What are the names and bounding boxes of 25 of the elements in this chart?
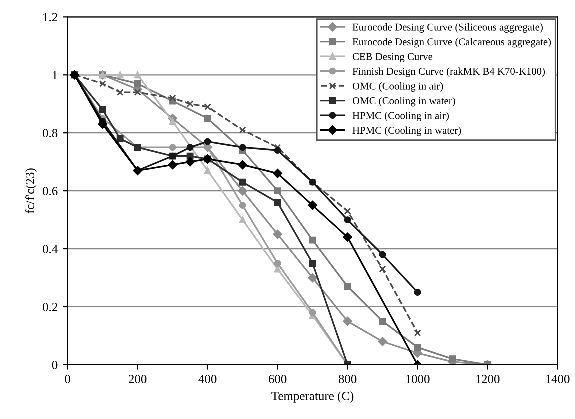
y-tick-label: 0.2	[42, 303, 58, 312]
x-tick-label: 200	[129, 375, 147, 384]
y-tick-label: 1.2	[44, 13, 58, 22]
legend-label: HPMC (Cooling in air)	[352, 112, 449, 122]
x-axis-title: Temperature (C)	[272, 392, 354, 403]
y-tick-label: 0.6	[42, 187, 58, 196]
y-tick-label: 0.4	[42, 245, 58, 254]
legend-label: CEB Desing Curve	[352, 53, 433, 62]
y-axis-title: fc/f'c(23)	[25, 168, 37, 214]
x-tick-label: 1200	[476, 375, 500, 384]
x-tick-label: 800	[338, 375, 357, 384]
x-tick-label: 600	[268, 375, 287, 384]
x-tick-label: 400	[198, 375, 217, 384]
y-tick-label: 1	[52, 71, 58, 80]
y-tick-label: 0.8	[42, 129, 58, 138]
y-tick-label: 0	[52, 360, 58, 370]
x-tick-label: 1000	[406, 375, 430, 384]
legend-label: OMC (Cooling in air)	[352, 82, 444, 92]
legend-label: OMC (Cooling in water)	[352, 97, 456, 107]
legend-label: Finnish Design Curve (rakMK B4 K70-K100)	[352, 68, 546, 78]
x-tick-label: 0	[65, 375, 70, 384]
legend-label: HPMC (Cooling in water)	[352, 126, 462, 136]
legend-label: Eurocode Desing Curve (Siliceous aggregate)	[352, 23, 543, 33]
x-tick-label: 1400	[546, 375, 570, 384]
legend-label: Eurocode Design Curve (Calcareous aggregate)	[352, 38, 552, 48]
